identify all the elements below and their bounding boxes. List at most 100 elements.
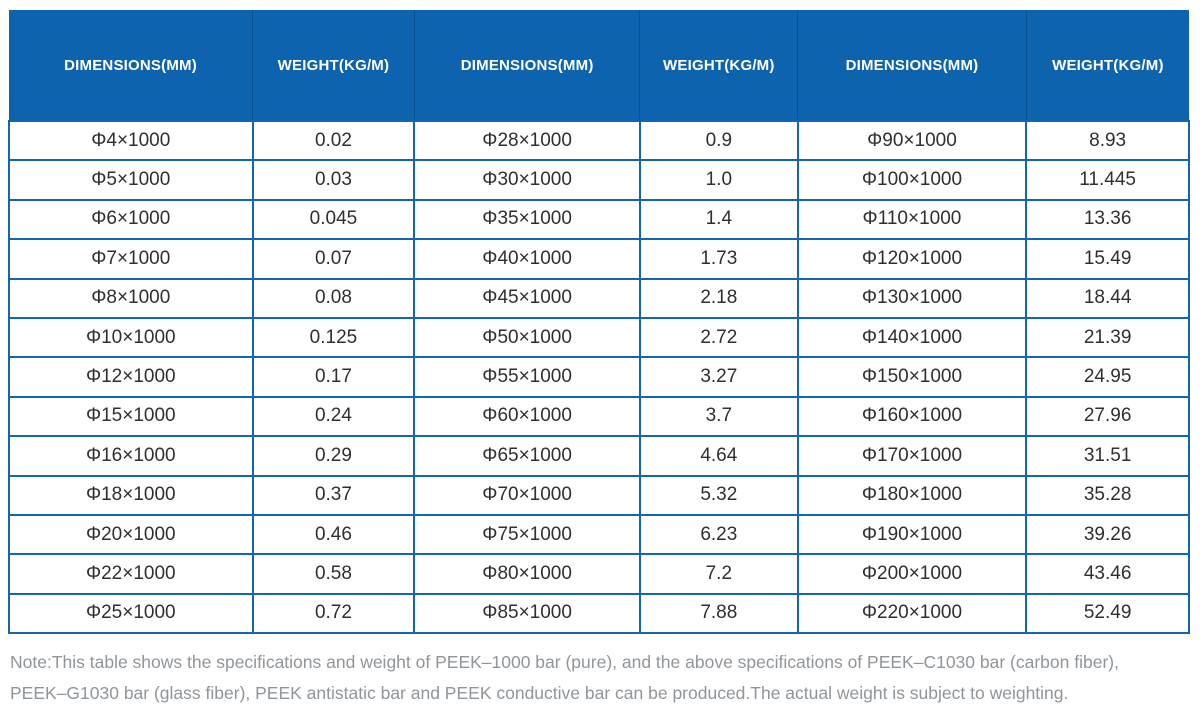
weight-cell: 4.64 (638, 435, 799, 477)
table-row: Φ7×1000 0.07 Φ40×1000 1.73 Φ120×1000 15.49 (8, 238, 1190, 280)
dimension-cell: Φ16×1000 (8, 435, 254, 477)
weight-cell: 15.49 (1025, 238, 1190, 280)
dimension-cell: Φ15×1000 (8, 395, 254, 438)
dimensions-column-header: DIMENSIONS(MM) (797, 10, 1027, 121)
weight-cell: 2.18 (638, 277, 799, 319)
weight-cell: 0.24 (251, 395, 416, 438)
dimension-cell: Φ20×1000 (8, 513, 254, 556)
weight-cell: 24.95 (1025, 356, 1190, 398)
dimension-cell: Φ10×1000 (8, 316, 254, 359)
dimension-cell: Φ80×1000 (413, 553, 641, 595)
dimension-cell: Φ30×1000 (413, 159, 641, 201)
dimension-cell: Φ70×1000 (413, 474, 641, 516)
dimension-cell: Φ18×1000 (8, 474, 254, 516)
table-row: Φ15×1000 0.24 Φ60×1000 3.7 Φ160×1000 27.96 (8, 395, 1190, 438)
table-row: Φ18×1000 0.37 Φ70×1000 5.32 Φ180×1000 35.28 (8, 474, 1190, 516)
weight-column-header: WEIGHT(KG/M) (1025, 10, 1189, 121)
dimension-cell: Φ110×1000 (796, 198, 1028, 241)
table-row: Φ4×1000 0.02 Φ28×1000 0.9 Φ90×1000 8.93 (8, 119, 1190, 162)
weight-cell: 0.08 (251, 277, 416, 319)
dimension-cell: Φ160×1000 (796, 395, 1028, 438)
dimension-cell: Φ200×1000 (796, 553, 1028, 595)
weight-cell: 1.0 (638, 159, 799, 201)
weight-cell: 11.445 (1025, 159, 1190, 201)
dimension-cell: Φ75×1000 (413, 513, 641, 556)
dimension-cell: Φ7×1000 (8, 238, 254, 280)
header-row: DIMENSIONS(MM) WEIGHT(KG/M) DIMENSIONS(MM)… (9, 10, 1189, 121)
table-row: Φ22×1000 0.58 Φ80×1000 7.2 Φ200×1000 43.46 (8, 553, 1190, 595)
weight-cell: 27.96 (1025, 395, 1190, 438)
weight-cell: 0.045 (251, 198, 416, 241)
table-row: Φ10×1000 0.125 Φ50×1000 2.72 Φ140×1000 21.39 (8, 316, 1190, 359)
dimension-cell: Φ85×1000 (413, 592, 641, 635)
weight-cell: 13.36 (1025, 198, 1190, 241)
dimension-cell: Φ40×1000 (413, 238, 641, 280)
weight-cell: 39.26 (1025, 513, 1190, 556)
footnote: Note:This table shows the specifications… (10, 647, 1190, 709)
table-row: Φ20×1000 0.46 Φ75×1000 6.23 Φ190×1000 39.26 (8, 513, 1190, 556)
weight-cell: 7.88 (638, 592, 799, 635)
peek-bar-spec-table: DIMENSIONS(MM) WEIGHT(KG/M) DIMENSIONS(MM)… (8, 10, 1190, 635)
dimension-cell: Φ5×1000 (8, 159, 254, 201)
weight-cell: 0.46 (251, 513, 416, 556)
weight-cell: 18.44 (1025, 277, 1190, 319)
table-body: Φ4×1000 0.02 Φ28×1000 0.9 Φ90×1000 8.93 Φ5×100… (8, 119, 1190, 635)
dimension-cell: Φ6×1000 (8, 198, 254, 241)
dimension-cell: Φ130×1000 (796, 277, 1028, 319)
table-row: Φ5×1000 0.03 Φ30×1000 1.0 Φ100×1000 11.445 (8, 159, 1190, 201)
weight-column-header: WEIGHT(KG/M) (252, 10, 415, 121)
weight-cell: 3.7 (638, 395, 799, 438)
dimension-cell: Φ60×1000 (413, 395, 641, 438)
dimension-cell: Φ100×1000 (796, 159, 1028, 201)
weight-cell: 0.58 (251, 553, 416, 595)
weight-cell: 35.28 (1025, 474, 1190, 516)
dimension-cell: Φ65×1000 (413, 435, 641, 477)
dimension-cell: Φ55×1000 (413, 356, 641, 398)
dimensions-column-header: DIMENSIONS(MM) (413, 10, 640, 121)
weight-cell: 1.73 (638, 238, 799, 280)
weight-cell: 43.46 (1025, 553, 1190, 595)
weight-cell: 1.4 (638, 198, 799, 241)
table-header: DIMENSIONS(MM) WEIGHT(KG/M) DIMENSIONS(MM)… (9, 10, 1189, 121)
weight-cell: 8.93 (1025, 119, 1190, 162)
footnote-line-2: PEEK–G1030 bar (glass fiber), PEEK antis… (10, 683, 1069, 704)
weight-cell: 2.72 (638, 316, 799, 359)
dimension-cell: Φ50×1000 (413, 316, 641, 359)
dimension-cell: Φ190×1000 (796, 513, 1028, 556)
dimension-cell: Φ28×1000 (413, 119, 641, 162)
weight-cell: 0.29 (251, 435, 416, 477)
weight-cell: 0.07 (251, 238, 416, 280)
weight-cell: 3.27 (638, 356, 799, 398)
dimension-cell: Φ140×1000 (796, 316, 1028, 359)
weight-cell: 0.17 (251, 356, 416, 398)
weight-cell: 0.02 (251, 119, 416, 162)
dimension-cell: Φ45×1000 (413, 277, 641, 319)
footnote-line-1: Note:This table shows the specifications… (10, 652, 1119, 673)
weight-cell: 21.39 (1025, 316, 1190, 359)
dimension-cell: Φ120×1000 (796, 238, 1028, 280)
weight-cell: 0.37 (251, 474, 416, 516)
weight-cell: 5.32 (638, 474, 799, 516)
dimensions-column-header: DIMENSIONS(MM) (9, 10, 253, 121)
table-row: Φ12×1000 0.17 Φ55×1000 3.27 Φ150×1000 24.95 (8, 356, 1190, 398)
dimension-cell: Φ220×1000 (796, 592, 1028, 635)
dimension-cell: Φ90×1000 (796, 119, 1028, 162)
weight-cell: 52.49 (1025, 592, 1190, 635)
dimension-cell: Φ170×1000 (796, 435, 1028, 477)
table-row: Φ8×1000 0.08 Φ45×1000 2.18 Φ130×1000 18.44 (8, 277, 1190, 319)
weight-column-header: WEIGHT(KG/M) (639, 10, 798, 121)
dimension-cell: Φ25×1000 (8, 592, 254, 635)
dimension-cell: Φ150×1000 (796, 356, 1028, 398)
table-row: Φ6×1000 0.045 Φ35×1000 1.4 Φ110×1000 13.36 (8, 198, 1190, 241)
table-row: Φ25×1000 0.72 Φ85×1000 7.88 Φ220×1000 52.49 (8, 592, 1190, 635)
weight-cell: 6.23 (638, 513, 799, 556)
dimension-cell: Φ12×1000 (8, 356, 254, 398)
weight-cell: 0.03 (251, 159, 416, 201)
dimension-cell: Φ35×1000 (413, 198, 641, 241)
dimension-cell: Φ8×1000 (8, 277, 254, 319)
dimension-cell: Φ180×1000 (796, 474, 1028, 516)
weight-cell: 31.51 (1025, 435, 1190, 477)
weight-cell: 0.72 (251, 592, 416, 635)
dimension-cell: Φ4×1000 (8, 119, 254, 162)
